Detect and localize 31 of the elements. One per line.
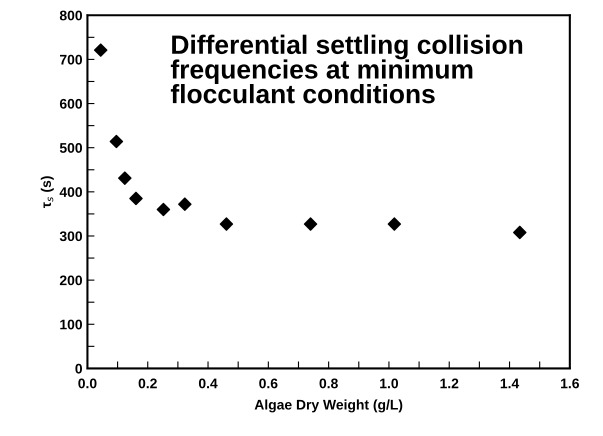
y-tick-label: 0 <box>75 364 82 374</box>
x-tick-label: 1.0 <box>380 378 398 388</box>
y-tick-label: 300 <box>60 231 82 242</box>
y-tick-label: 500 <box>60 143 82 153</box>
y-tick-label: 400 <box>60 187 82 198</box>
y-tick-label: 600 <box>60 98 82 109</box>
point <box>156 202 170 216</box>
x-tick-label: 1.4 <box>500 378 520 388</box>
x-tick-label: 0.2 <box>138 378 157 388</box>
y-tick-label: 200 <box>60 275 82 286</box>
x-tick-label: 0.0 <box>78 378 97 388</box>
y-tick-label: 100 <box>60 320 82 330</box>
x-tick-label: 1.6 <box>561 378 579 388</box>
point <box>513 226 527 240</box>
point <box>388 217 402 231</box>
x-tick-label: 1.2 <box>440 378 458 388</box>
point <box>94 43 108 57</box>
x-axis-title: Algae Dry Weight (g/L) <box>254 399 402 412</box>
point <box>220 217 234 231</box>
point <box>118 171 132 185</box>
x-tick-label: 0.6 <box>259 378 278 388</box>
x-tick-label: 0.4 <box>198 378 218 388</box>
y-axis-title: τ$_{s}$ (s) <box>40 176 54 208</box>
annotation: Differential settling collision frequencies at minimum flocculant conditions <box>170 34 522 104</box>
point <box>304 217 318 231</box>
point <box>178 197 192 211</box>
y-tick-label: 700 <box>60 54 82 65</box>
y-tick-label: 800 <box>60 10 82 20</box>
point <box>110 134 124 148</box>
point <box>129 192 143 206</box>
x-tick-label: 0.8 <box>320 378 338 388</box>
